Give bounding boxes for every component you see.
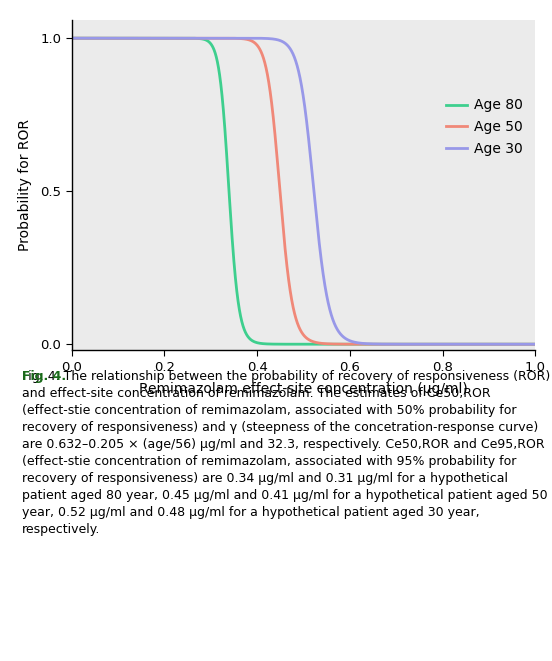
Age 30 xyxy=(153,34,160,42)
Age 30 xyxy=(532,340,539,348)
Age 80 xyxy=(370,340,376,348)
Age 50 xyxy=(415,340,421,348)
Age 30 xyxy=(347,337,353,345)
Age 80 xyxy=(450,340,457,348)
Age 80 xyxy=(532,340,539,348)
Y-axis label: Probability for ROR: Probability for ROR xyxy=(18,119,32,251)
Age 80 xyxy=(68,34,75,42)
Line: Age 30: Age 30 xyxy=(72,38,535,344)
Age 80 xyxy=(246,334,252,342)
Age 30 xyxy=(370,340,376,348)
Line: Age 50: Age 50 xyxy=(72,38,535,344)
Age 80 xyxy=(415,340,421,348)
X-axis label: Remimazolam effect-site concentration (μg/ml): Remimazolam effect-site concentration (μ… xyxy=(139,382,468,396)
Age 50 xyxy=(370,340,376,348)
Age 50 xyxy=(68,34,75,42)
Age 30 xyxy=(450,340,457,348)
Age 30 xyxy=(246,34,252,42)
Age 50 xyxy=(246,36,252,44)
Text: Fig. 4. The relationship between the probability of recovery of responsiveness (: Fig. 4. The relationship between the pro… xyxy=(22,370,550,536)
Line: Age 80: Age 80 xyxy=(72,38,535,344)
Age 50 xyxy=(532,340,539,348)
Age 50 xyxy=(450,340,457,348)
Age 80 xyxy=(153,34,160,42)
Text: Fig. 4.: Fig. 4. xyxy=(22,370,66,383)
Age 30 xyxy=(68,34,75,42)
Age 50 xyxy=(347,340,353,348)
Age 80 xyxy=(347,340,353,348)
Age 50 xyxy=(153,34,160,42)
Legend: Age 80, Age 50, Age 30: Age 80, Age 50, Age 30 xyxy=(440,93,528,161)
Age 30 xyxy=(415,340,421,348)
